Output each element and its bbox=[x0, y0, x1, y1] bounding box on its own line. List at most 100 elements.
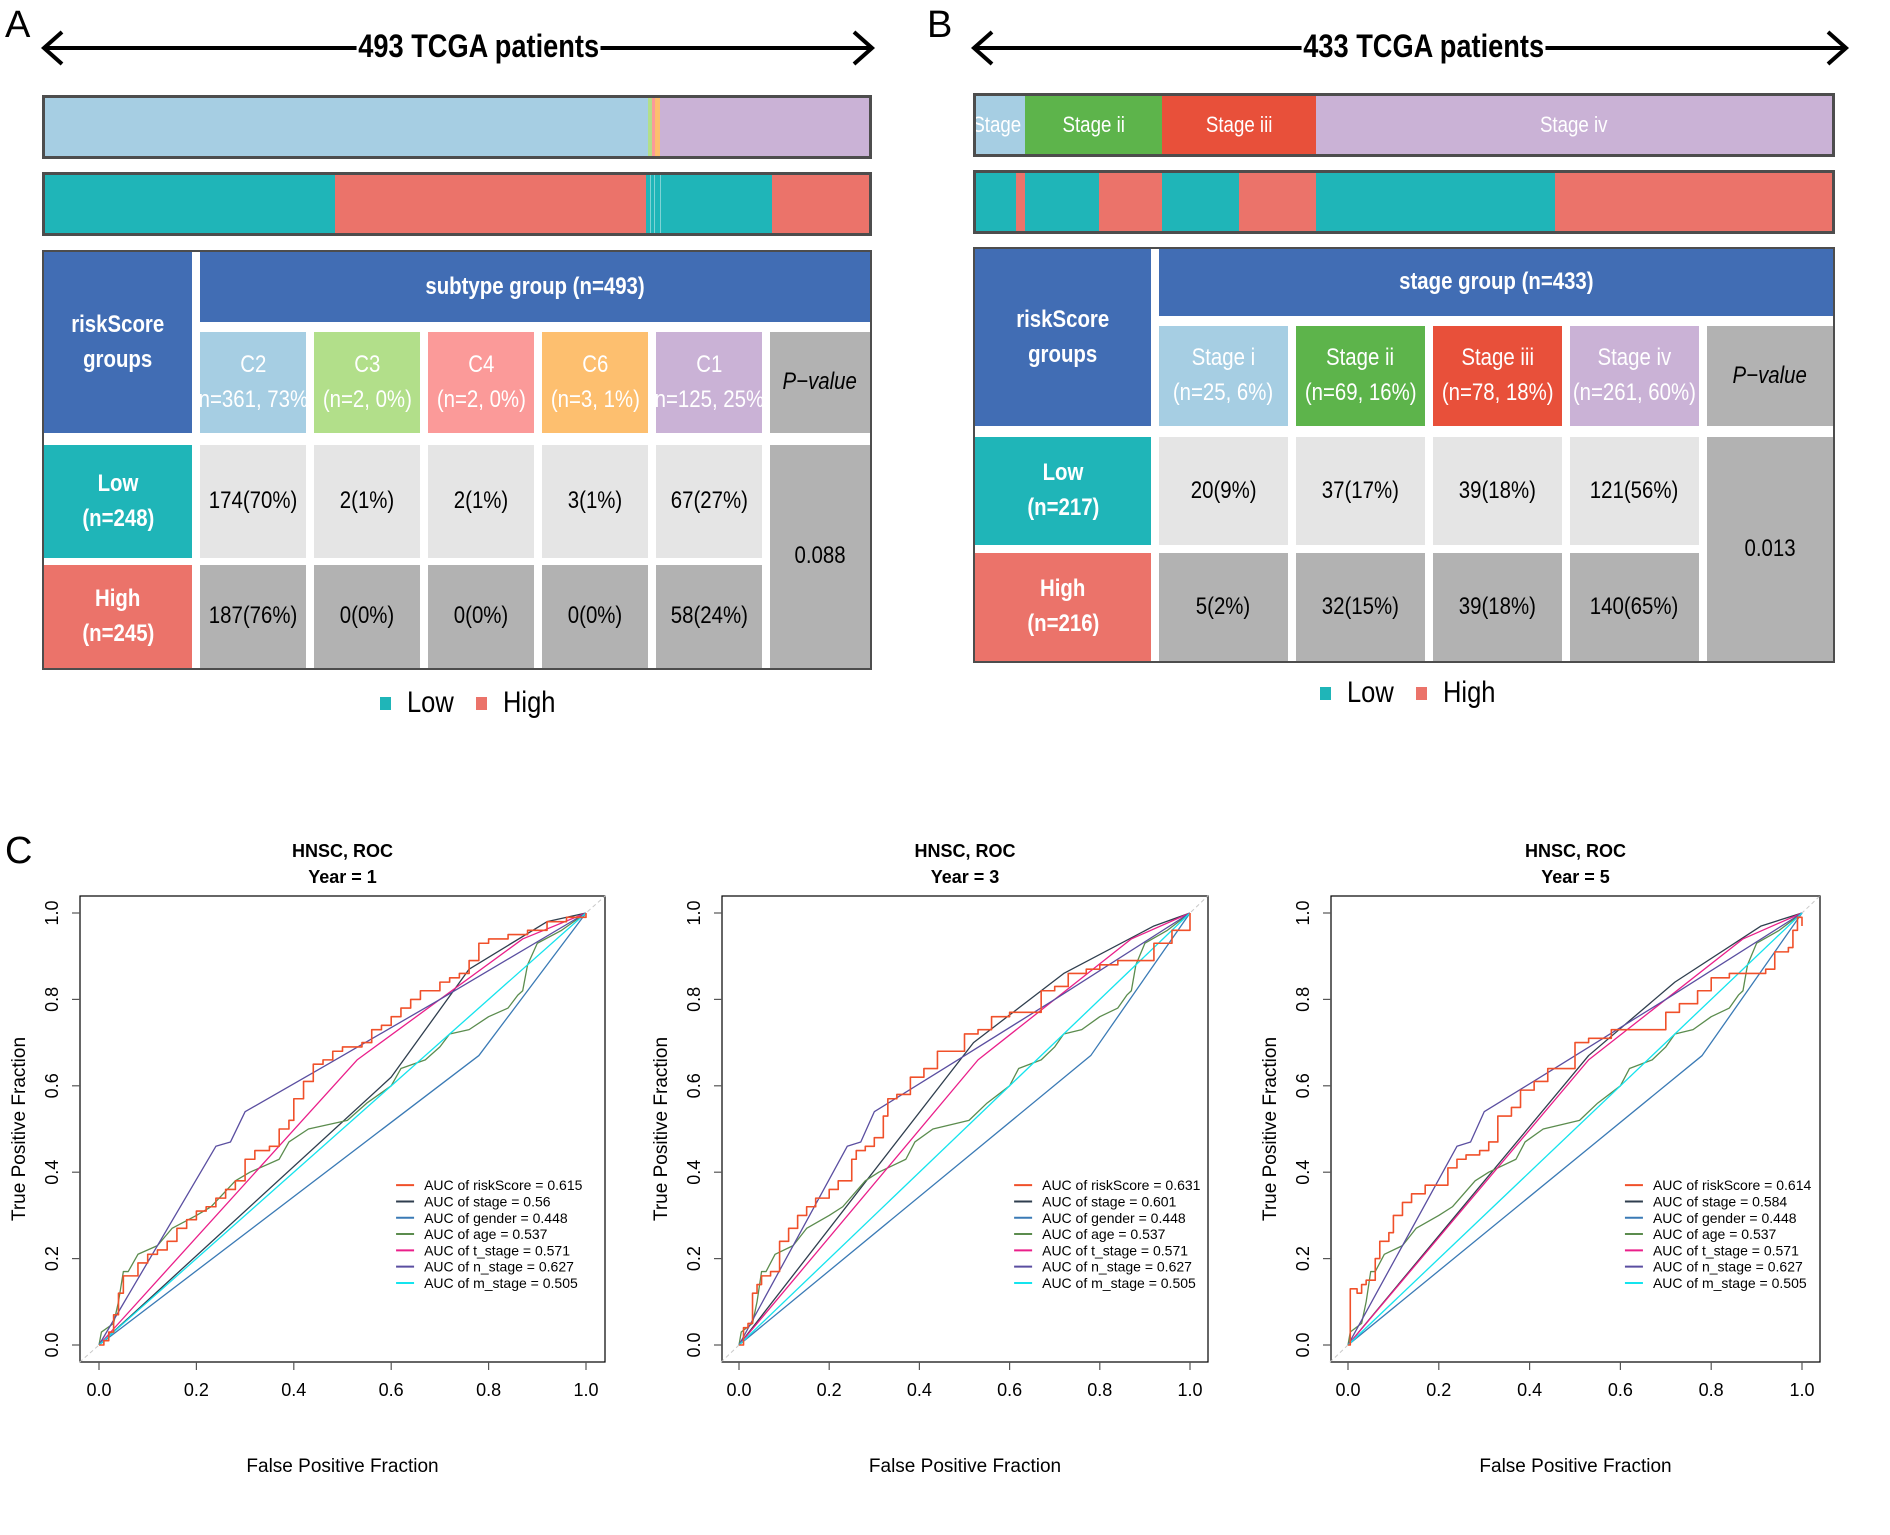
legend-entry: AUC of stage = 0.601 bbox=[1042, 1193, 1176, 1209]
risk-segment-high bbox=[772, 175, 869, 233]
riskscore-header-line2: groups bbox=[1028, 340, 1098, 368]
risk-group-bar-b bbox=[973, 170, 1835, 234]
cell-high: 58(24%) bbox=[656, 565, 762, 668]
riskscore-header-line1: riskScore bbox=[71, 310, 165, 338]
y-tick-label: 0.2 bbox=[684, 1246, 704, 1271]
risk-segment-low bbox=[650, 175, 655, 233]
group-count: (n=25, 6%) bbox=[1173, 379, 1274, 406]
roc-curve-riskscore bbox=[1348, 916, 1803, 1346]
chart-title: HNSC, ROC bbox=[292, 841, 393, 861]
legend-entry: AUC of t_stage = 0.571 bbox=[1042, 1242, 1188, 1258]
x-tick-label: 0.2 bbox=[1426, 1380, 1451, 1400]
legend-entry: AUC of riskScore = 0.631 bbox=[1042, 1177, 1201, 1193]
cell-high: 32(15%) bbox=[1296, 553, 1425, 661]
y-axis-label: True Positive Fraction bbox=[1260, 1037, 1281, 1221]
legend-swatch-high bbox=[1416, 686, 1428, 700]
row-low-label: Low bbox=[97, 469, 139, 497]
pvalue-header: P−value bbox=[1707, 326, 1833, 426]
group-column-header: Stage i (n=25, 6%) bbox=[1159, 326, 1288, 426]
group-segment: Stage iv bbox=[1316, 96, 1832, 154]
legend-entry: AUC of m_stage = 0.505 bbox=[1042, 1275, 1196, 1291]
group-segment: Stage iii bbox=[1161, 96, 1317, 154]
roc-curve-age bbox=[1347, 912, 1803, 1346]
group-name: C2 bbox=[239, 350, 267, 378]
stage-bar: Stage Stage ii Stage iii Stage iv bbox=[973, 93, 1835, 157]
subtype-bar bbox=[42, 95, 872, 159]
x-tick-label: 0.4 bbox=[1517, 1380, 1542, 1400]
pvalue-value: 0.088 bbox=[794, 542, 846, 570]
cell-low: 121(56%) bbox=[1570, 437, 1699, 545]
group-name: C1 bbox=[695, 350, 723, 378]
group-header-label: subtype group (n=493) bbox=[425, 272, 645, 300]
patients-title-b: 433 TCGA patients bbox=[1301, 28, 1546, 64]
group-header: stage group (n=433) bbox=[1159, 249, 1833, 316]
x-tick-label: 1.0 bbox=[573, 1380, 598, 1400]
risk-segment-high bbox=[1555, 173, 1832, 231]
legend-entry: AUC of n_stage = 0.627 bbox=[1042, 1259, 1192, 1275]
roc-curve-age bbox=[98, 912, 587, 1346]
riskscore-groups-header: riskScore groups bbox=[44, 252, 192, 433]
group-column-header: C3 (n=2, 0%) bbox=[314, 332, 420, 433]
row-header-high: High (n=245) bbox=[44, 565, 192, 668]
group-name: C3 bbox=[353, 350, 381, 378]
group-column-header: C2 (n=361, 73%) bbox=[191, 332, 315, 433]
x-axis-label: False Positive Fraction bbox=[1479, 1456, 1671, 1477]
y-tick-label: 0.8 bbox=[1293, 987, 1313, 1012]
group-column-header: C6 (n=3, 1%) bbox=[542, 332, 648, 433]
pvalue-header-label: P−value bbox=[782, 368, 858, 396]
group-count: (n=2, 0%) bbox=[436, 385, 526, 413]
pvalue-value: 0.013 bbox=[1744, 534, 1796, 562]
risk-segment-high bbox=[1015, 173, 1026, 231]
risk-segment-low bbox=[646, 175, 651, 233]
roc-curve-t-stage bbox=[1347, 912, 1803, 1346]
x-tick-label: 0.6 bbox=[997, 1380, 1022, 1400]
x-tick-label: 1.0 bbox=[1789, 1380, 1814, 1400]
y-tick-label: 0.6 bbox=[1293, 1073, 1313, 1098]
row-header-high: High (n=216) bbox=[975, 553, 1151, 661]
group-count: (n=2, 0%) bbox=[322, 385, 412, 413]
chart-subtitle: Year = 1 bbox=[308, 867, 377, 887]
cell-high: 0(0%) bbox=[428, 565, 534, 668]
plot-frame bbox=[1330, 895, 1821, 1363]
x-tick-label: 0.6 bbox=[379, 1380, 404, 1400]
y-tick-label: 0.2 bbox=[1293, 1246, 1313, 1271]
legend-entry: AUC of age = 0.537 bbox=[424, 1226, 548, 1242]
roc-curve-m-stage bbox=[98, 912, 587, 1346]
cell-low-value: 3(1%) bbox=[567, 487, 623, 515]
group-segment-label: Stage bbox=[976, 112, 1022, 137]
legend-entry: AUC of t_stage = 0.571 bbox=[1653, 1242, 1799, 1258]
group-count: (n=261, 60%) bbox=[1572, 379, 1697, 406]
legend-label-high: High bbox=[503, 686, 556, 719]
y-tick-label: 0.4 bbox=[42, 1160, 62, 1185]
reference-diagonal bbox=[1329, 895, 1821, 1363]
cell-low-value: 67(27%) bbox=[670, 487, 748, 515]
legend-entry: AUC of n_stage = 0.627 bbox=[1653, 1259, 1803, 1275]
row-header-low: Low (n=217) bbox=[975, 437, 1151, 545]
legend-entry: AUC of stage = 0.56 bbox=[424, 1193, 551, 1209]
roc-curve-n-stage bbox=[98, 912, 587, 1346]
riskscore-groups-header: riskScore groups bbox=[975, 249, 1151, 426]
group-segment bbox=[45, 98, 649, 156]
group-column-header: C1 (n=125, 25%) bbox=[647, 332, 771, 433]
reference-diagonal bbox=[720, 895, 1209, 1363]
risk-segment-low bbox=[1161, 173, 1239, 231]
patients-title-a: 493 TCGA patients bbox=[356, 28, 601, 64]
y-tick-label: 0.6 bbox=[684, 1073, 704, 1098]
x-tick-label: 0.0 bbox=[1335, 1380, 1360, 1400]
group-segment bbox=[655, 98, 661, 156]
group-name: C4 bbox=[467, 350, 495, 378]
y-tick-label: 0.6 bbox=[42, 1073, 62, 1098]
roc-curve-riskscore bbox=[99, 913, 587, 1346]
risk-segment-high bbox=[334, 175, 647, 233]
x-tick-label: 0.4 bbox=[907, 1380, 932, 1400]
group-column-header: Stage ii (n=69, 16%) bbox=[1296, 326, 1425, 426]
group-column-header: C4 (n=2, 0%) bbox=[428, 332, 534, 433]
y-tick-label: 1.0 bbox=[42, 900, 62, 925]
y-tick-label: 0.2 bbox=[42, 1246, 62, 1271]
group-count: (n=78, 18%) bbox=[1441, 379, 1554, 406]
cell-low-value: 174(70%) bbox=[208, 487, 298, 515]
chart-subtitle: Year = 5 bbox=[1541, 867, 1610, 887]
risk-segment-high bbox=[1098, 173, 1162, 231]
cell-high-value: 0(0%) bbox=[339, 602, 395, 630]
cell-high: 0(0%) bbox=[314, 565, 420, 668]
